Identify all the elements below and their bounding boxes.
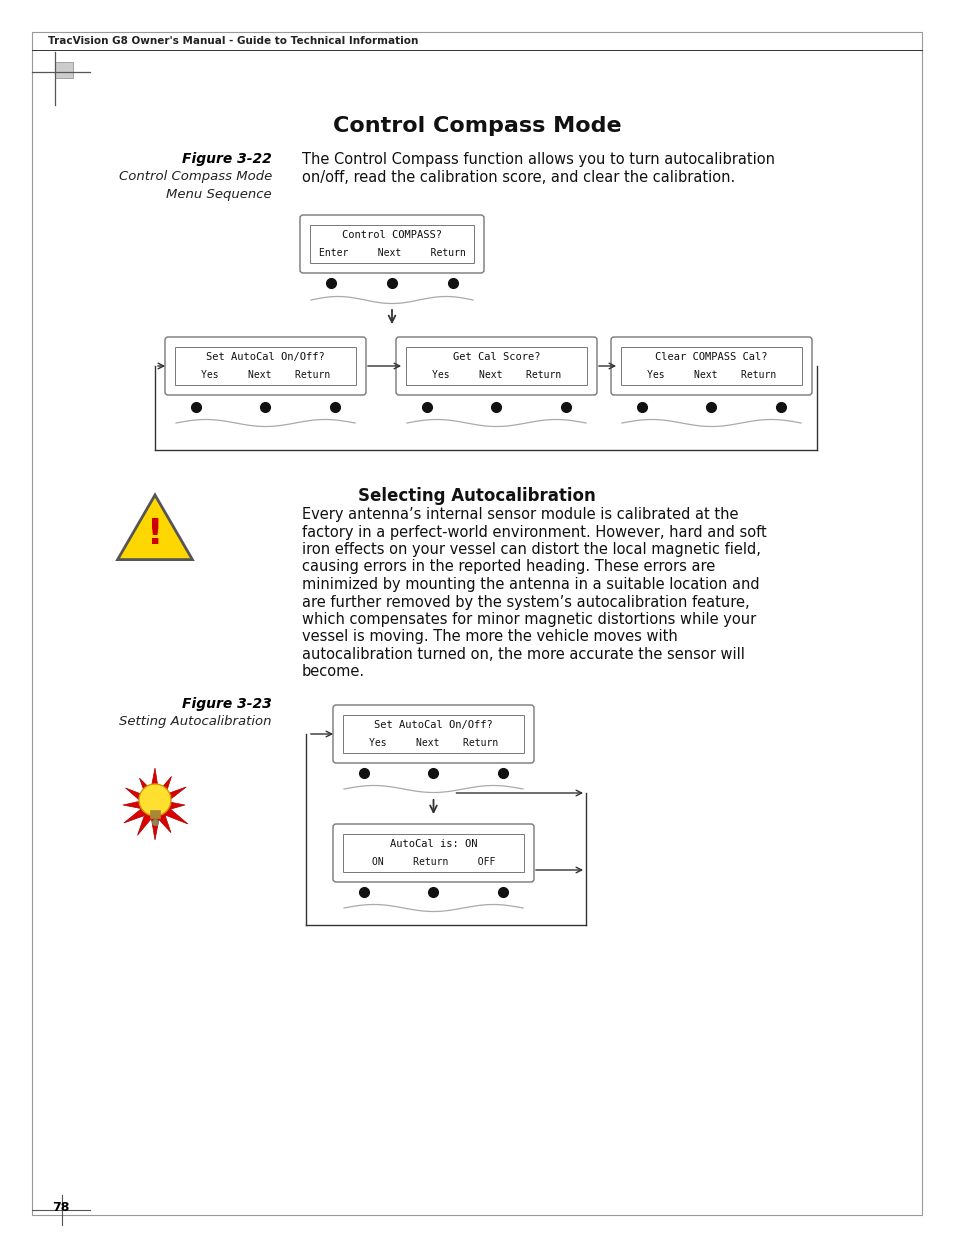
Text: vessel is moving. The more the vehicle moves with: vessel is moving. The more the vehicle m… [302, 630, 677, 645]
Text: AutoCal is: ON: AutoCal is: ON [390, 839, 476, 848]
Text: Yes     Next    Return: Yes Next Return [646, 370, 776, 380]
Text: !: ! [147, 517, 163, 552]
FancyBboxPatch shape [333, 824, 534, 882]
FancyBboxPatch shape [165, 337, 366, 395]
Text: are further removed by the system’s autocalibration feature,: are further removed by the system’s auto… [302, 594, 749, 610]
Bar [343, 715, 523, 753]
FancyBboxPatch shape [299, 215, 483, 273]
Text: Set AutoCal On/Off?: Set AutoCal On/Off? [206, 352, 325, 362]
Polygon shape [117, 495, 193, 559]
Text: Setting Autocalibration: Setting Autocalibration [119, 715, 272, 727]
Text: Set AutoCal On/Off?: Set AutoCal On/Off? [374, 720, 493, 730]
Text: ON     Return     OFF: ON Return OFF [372, 857, 495, 867]
FancyBboxPatch shape [610, 337, 811, 395]
Bar [620, 347, 801, 385]
Text: Clear COMPASS Cal?: Clear COMPASS Cal? [655, 352, 767, 362]
Text: causing errors in the reported heading. These errors are: causing errors in the reported heading. … [302, 559, 715, 574]
Text: Yes     Next    Return: Yes Next Return [201, 370, 330, 380]
Polygon shape [123, 768, 188, 840]
Bar [55, 62, 73, 78]
Text: 78: 78 [52, 1200, 70, 1214]
Text: minimized by mounting the antenna in a suitable location and: minimized by mounting the antenna in a s… [302, 577, 759, 592]
Text: Enter     Next     Return: Enter Next Return [318, 248, 465, 258]
FancyBboxPatch shape [333, 705, 534, 763]
Text: Yes     Next    Return: Yes Next Return [432, 370, 560, 380]
Text: autocalibration turned on, the more accurate the sensor will: autocalibration turned on, the more accu… [302, 647, 744, 662]
Text: Control COMPASS?: Control COMPASS? [341, 230, 441, 240]
Bar [310, 225, 474, 263]
Text: Control Compass Mode: Control Compass Mode [333, 116, 620, 136]
Text: Every antenna’s internal sensor module is calibrated at the: Every antenna’s internal sensor module i… [302, 508, 738, 522]
Text: The Control Compass function allows you to turn autocalibration: The Control Compass function allows you … [302, 152, 774, 167]
Text: Get Cal Score?: Get Cal Score? [453, 352, 539, 362]
Text: TracVision G8 Owner's Manual - Guide to Technical Information: TracVision G8 Owner's Manual - Guide to … [48, 36, 418, 46]
FancyBboxPatch shape [395, 337, 597, 395]
Text: which compensates for minor magnetic distortions while your: which compensates for minor magnetic dis… [302, 613, 756, 627]
Text: iron effects on your vessel can distort the local magnetic field,: iron effects on your vessel can distort … [302, 542, 760, 557]
Text: Figure 3-22: Figure 3-22 [182, 152, 272, 165]
Bar [343, 834, 523, 872]
Text: factory in a perfect-world environment. However, hard and soft: factory in a perfect-world environment. … [302, 525, 766, 540]
Text: Menu Sequence: Menu Sequence [166, 188, 272, 201]
Circle shape [139, 784, 171, 816]
Text: Selecting Autocalibration: Selecting Autocalibration [357, 487, 596, 505]
Text: Control Compass Mode: Control Compass Mode [118, 170, 272, 183]
Text: become.: become. [302, 664, 365, 679]
Bar [174, 347, 355, 385]
Bar [150, 810, 160, 818]
Text: on/off, read the calibration score, and clear the calibration.: on/off, read the calibration score, and … [302, 170, 735, 185]
Text: Figure 3-23: Figure 3-23 [182, 697, 272, 711]
Text: Yes     Next    Return: Yes Next Return [369, 739, 497, 748]
Bar [406, 347, 586, 385]
